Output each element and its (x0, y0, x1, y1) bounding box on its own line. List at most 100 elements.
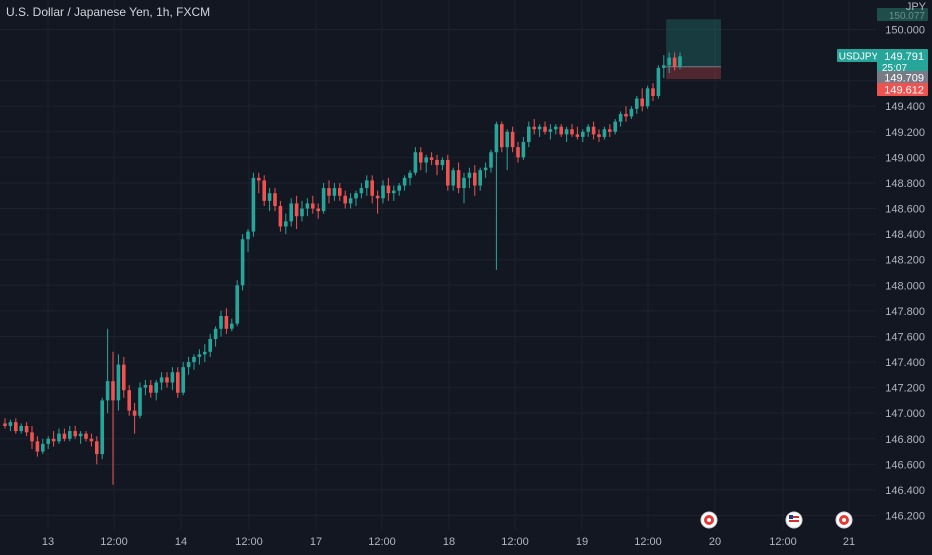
candle-body (203, 351, 207, 355)
candle-body (278, 205, 283, 227)
event-markers[interactable] (700, 511, 853, 529)
candle-body (478, 170, 482, 186)
candles[interactable] (3, 52, 682, 485)
candle (14, 418, 18, 434)
time-tick-label: 20 (709, 536, 721, 548)
candle-body (564, 129, 569, 135)
candle (348, 193, 353, 209)
candle (262, 175, 266, 206)
candle-body (294, 203, 299, 217)
candle (570, 124, 574, 137)
candle (246, 229, 250, 253)
candle (51, 431, 56, 447)
candle (62, 428, 67, 442)
candle-body (537, 126, 542, 130)
target-price-label: 150.077 (889, 11, 926, 22)
candle-body (62, 433, 67, 439)
candle-body (451, 170, 455, 186)
price-tick-label: 149.000 (885, 152, 925, 164)
candle (505, 129, 509, 171)
candle (111, 351, 115, 485)
price-tick-label: 146.400 (885, 485, 925, 497)
price-tick-label: 148.000 (885, 280, 925, 292)
candle (8, 419, 13, 432)
candle-body (267, 193, 272, 201)
candle (586, 124, 590, 137)
candle (338, 182, 342, 201)
candle-body (181, 367, 185, 393)
candle (343, 190, 347, 209)
candle (440, 157, 445, 171)
price-tick-label: 148.800 (885, 178, 925, 190)
candle (235, 280, 239, 327)
time-tick-label: 17 (310, 536, 322, 548)
us-flag-icon[interactable] (785, 511, 803, 529)
candle-body (359, 188, 364, 194)
candle-body (392, 190, 396, 194)
candle-body (640, 98, 644, 107)
price-tick-label: 146.800 (885, 434, 925, 446)
event-icon[interactable] (835, 511, 853, 529)
candle-body (300, 208, 304, 217)
price-tick-label: 146.600 (885, 459, 925, 471)
candle-body (311, 203, 315, 209)
candle-body (321, 188, 326, 212)
event-icon-center (842, 518, 846, 522)
candle-body (240, 239, 245, 286)
candle (230, 318, 234, 332)
candle-body (143, 385, 148, 388)
candle (478, 167, 482, 191)
candle (35, 436, 40, 457)
candle-body (586, 126, 590, 132)
candle (132, 402, 137, 434)
time-tick-label: 12:00 (634, 536, 662, 548)
time-tick-label: 21 (843, 536, 855, 548)
candle (467, 167, 472, 189)
candle-body (667, 57, 671, 66)
time-axis[interactable]: 13 12:00 14 12:00 17 12:00 18 12:00 19 12:00 20 12:… (0, 530, 932, 550)
candle-body (176, 372, 180, 393)
candle (370, 175, 374, 204)
price-tick-label: 147.200 (885, 383, 925, 395)
candle-body (662, 65, 666, 68)
candle-body (316, 208, 320, 212)
candle (251, 172, 256, 237)
price-tick-label: 148.600 (885, 204, 925, 216)
candle (300, 200, 304, 222)
candle (537, 124, 542, 137)
candle (435, 154, 439, 176)
candle (213, 326, 218, 347)
event-icon[interactable] (700, 511, 718, 529)
candle (284, 213, 288, 235)
candle-body (89, 438, 94, 442)
candle (651, 83, 655, 102)
candle-body (262, 180, 266, 201)
candle-body (440, 159, 445, 166)
candle (581, 129, 585, 143)
candle (159, 372, 164, 391)
candle (678, 52, 682, 70)
entry-price-label: 149.709 (884, 73, 924, 85)
candle-body (473, 172, 477, 186)
candle-body (354, 193, 358, 199)
candle-body (338, 188, 342, 196)
price-tick-label: 147.000 (885, 408, 925, 420)
candle-body (273, 193, 277, 206)
candle-body (154, 382, 158, 393)
candle (500, 121, 504, 153)
candle-body (413, 152, 418, 173)
candle (327, 180, 331, 204)
candle-body (327, 188, 331, 196)
candle-body (656, 67, 661, 97)
candle (381, 180, 385, 204)
last-price-label: 149.791 (884, 51, 924, 63)
candle (543, 121, 547, 135)
candle-body (635, 98, 639, 109)
candle-body (678, 56, 682, 67)
candle-body (618, 113, 623, 122)
candle (73, 425, 77, 439)
candle (564, 126, 569, 143)
candle (68, 425, 72, 442)
